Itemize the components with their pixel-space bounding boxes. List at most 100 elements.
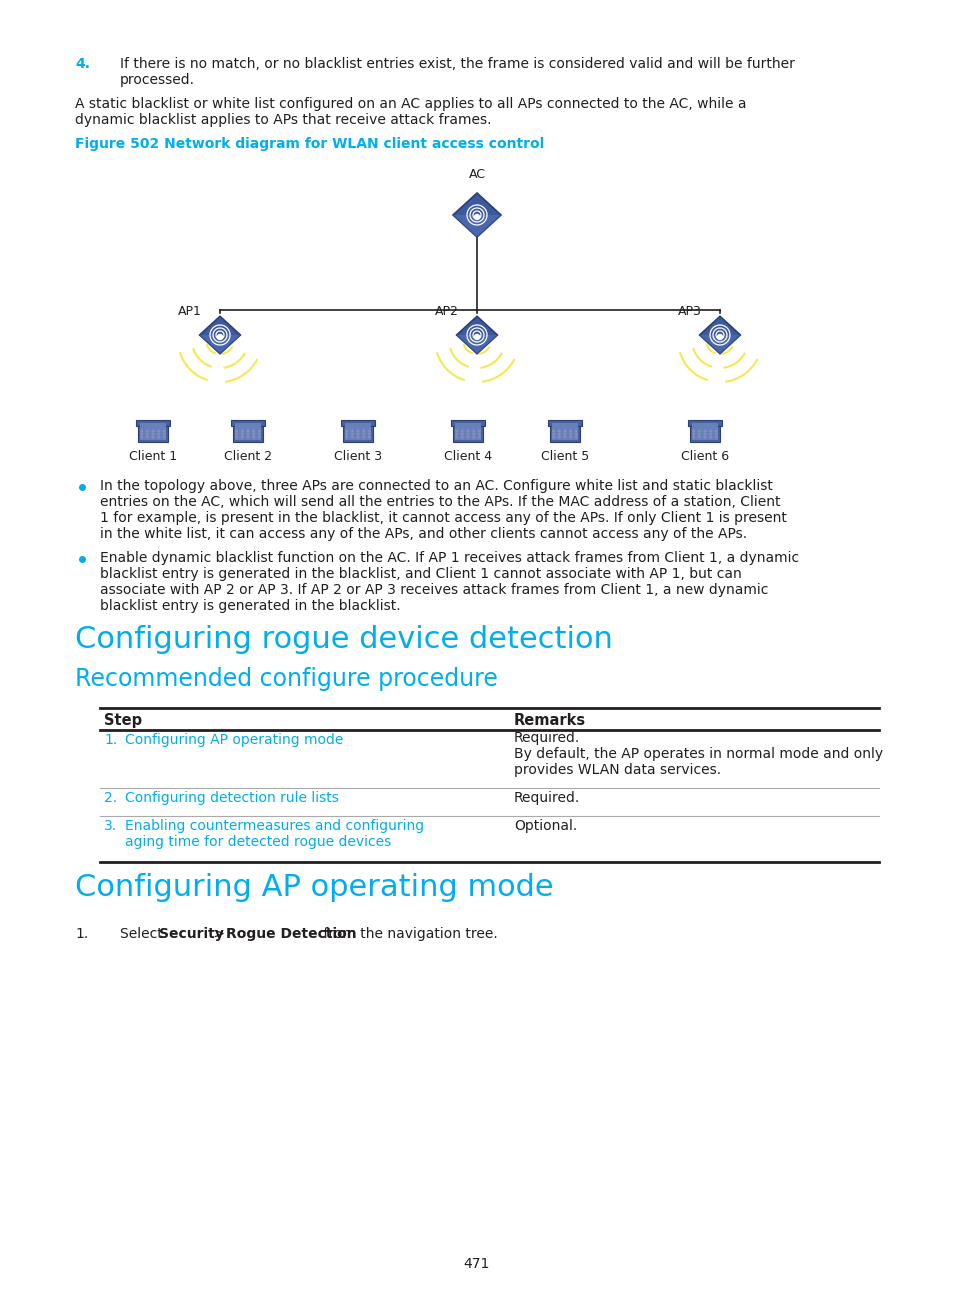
Text: provides WLAN data services.: provides WLAN data services. <box>514 763 720 778</box>
FancyBboxPatch shape <box>136 420 170 425</box>
Text: Client 2: Client 2 <box>224 450 272 463</box>
Circle shape <box>362 433 364 434</box>
Circle shape <box>461 437 462 438</box>
Text: AC: AC <box>468 168 485 181</box>
FancyBboxPatch shape <box>137 421 169 442</box>
Circle shape <box>692 430 694 432</box>
Text: Recommended configure procedure: Recommended configure procedure <box>75 667 497 691</box>
FancyBboxPatch shape <box>548 420 581 425</box>
Circle shape <box>253 430 254 432</box>
Text: Select: Select <box>120 927 167 941</box>
Circle shape <box>717 334 721 340</box>
Text: Figure 502 Network diagram for WLAN client access control: Figure 502 Network diagram for WLAN clie… <box>75 137 543 152</box>
Text: 1 for example, is present in the blacklist, it cannot access any of the APs. If : 1 for example, is present in the blackli… <box>100 511 786 525</box>
Circle shape <box>461 433 462 434</box>
Text: from the navigation tree.: from the navigation tree. <box>318 927 497 941</box>
Circle shape <box>473 433 474 434</box>
FancyBboxPatch shape <box>233 421 263 442</box>
Text: A static blacklist or white list configured on an AC applies to all APs connecte: A static blacklist or white list configu… <box>75 97 745 111</box>
Circle shape <box>575 430 577 432</box>
Circle shape <box>474 215 479 219</box>
FancyBboxPatch shape <box>549 421 579 442</box>
Circle shape <box>478 433 479 434</box>
Circle shape <box>356 437 358 438</box>
Text: 1.: 1. <box>75 927 89 941</box>
Circle shape <box>478 430 479 432</box>
Polygon shape <box>453 193 500 237</box>
Polygon shape <box>456 334 497 354</box>
Text: If there is no match, or no blacklist entries exist, the frame is considered val: If there is no match, or no blacklist en… <box>120 57 794 71</box>
Circle shape <box>141 437 142 438</box>
Circle shape <box>368 437 370 438</box>
Circle shape <box>241 433 243 434</box>
FancyBboxPatch shape <box>687 420 721 425</box>
Text: Enable dynamic blacklist function on the AC. If AP 1 receives attack frames from: Enable dynamic blacklist function on the… <box>100 551 799 565</box>
Circle shape <box>247 437 249 438</box>
Text: 3.: 3. <box>104 819 117 833</box>
Text: dynamic blacklist applies to APs that receive attack frames.: dynamic blacklist applies to APs that re… <box>75 113 491 127</box>
Circle shape <box>362 430 364 432</box>
Circle shape <box>356 430 358 432</box>
FancyBboxPatch shape <box>341 420 375 425</box>
Circle shape <box>552 433 554 434</box>
Circle shape <box>692 433 694 434</box>
Circle shape <box>163 430 165 432</box>
Circle shape <box>698 437 700 438</box>
Circle shape <box>558 433 559 434</box>
Text: In the topology above, three APs are connected to an AC. Configure white list an: In the topology above, three APs are con… <box>100 480 772 492</box>
Circle shape <box>253 437 254 438</box>
Circle shape <box>563 433 565 434</box>
Circle shape <box>715 430 717 432</box>
Circle shape <box>147 433 148 434</box>
Circle shape <box>698 433 700 434</box>
Text: Client 3: Client 3 <box>334 450 381 463</box>
FancyBboxPatch shape <box>455 422 481 441</box>
Text: Enabling countermeasures and configuring: Enabling countermeasures and configuring <box>125 819 424 833</box>
Circle shape <box>247 433 249 434</box>
Circle shape <box>709 437 711 438</box>
Circle shape <box>467 430 468 432</box>
Circle shape <box>345 430 347 432</box>
Circle shape <box>351 433 353 434</box>
FancyBboxPatch shape <box>342 421 373 442</box>
Circle shape <box>575 437 577 438</box>
Circle shape <box>478 437 479 438</box>
Text: Client 5: Client 5 <box>540 450 589 463</box>
Text: Required.: Required. <box>514 791 579 805</box>
Polygon shape <box>456 316 497 354</box>
Circle shape <box>258 433 260 434</box>
Text: By default, the AP operates in normal mode and only: By default, the AP operates in normal mo… <box>514 746 882 761</box>
Circle shape <box>563 437 565 438</box>
Text: >: > <box>209 927 229 941</box>
Text: 1.: 1. <box>104 734 117 746</box>
Text: Security: Security <box>159 927 224 941</box>
FancyBboxPatch shape <box>689 421 720 442</box>
Circle shape <box>709 433 711 434</box>
Circle shape <box>368 433 370 434</box>
Circle shape <box>241 437 243 438</box>
Text: aging time for detected rogue devices: aging time for detected rogue devices <box>125 835 391 849</box>
Text: Configuring detection rule lists: Configuring detection rule lists <box>125 791 338 805</box>
Text: Optional.: Optional. <box>514 819 577 833</box>
Text: Required.: Required. <box>514 731 579 745</box>
FancyBboxPatch shape <box>344 422 371 441</box>
Circle shape <box>552 437 554 438</box>
Circle shape <box>158 430 159 432</box>
Circle shape <box>703 433 705 434</box>
Circle shape <box>345 433 347 434</box>
Circle shape <box>152 433 153 434</box>
Circle shape <box>467 437 468 438</box>
FancyBboxPatch shape <box>452 421 483 442</box>
Circle shape <box>147 437 148 438</box>
Text: entries on the AC, which will send all the entries to the APs. If the MAC addres: entries on the AC, which will send all t… <box>100 495 780 509</box>
Text: Configuring AP operating mode: Configuring AP operating mode <box>125 734 343 746</box>
Circle shape <box>241 430 243 432</box>
Circle shape <box>461 430 462 432</box>
Text: AP1: AP1 <box>178 305 202 318</box>
Circle shape <box>141 433 142 434</box>
Circle shape <box>158 433 159 434</box>
FancyBboxPatch shape <box>691 422 718 441</box>
Circle shape <box>467 433 468 434</box>
FancyBboxPatch shape <box>451 420 484 425</box>
Polygon shape <box>453 215 500 237</box>
